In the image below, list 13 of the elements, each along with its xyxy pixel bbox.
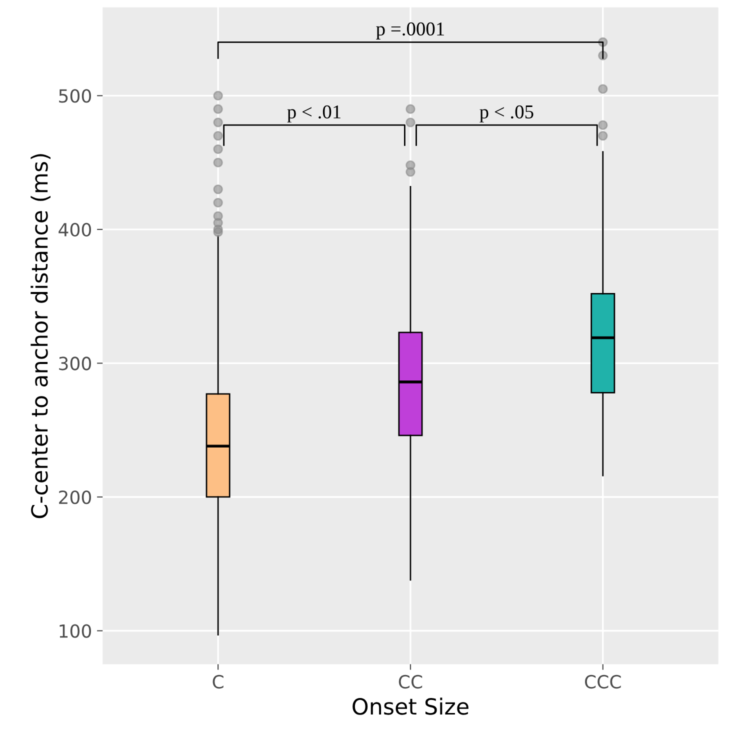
y-axis-title: C-center to anchor distance (ms) <box>30 154 50 518</box>
annotation: p < .05 <box>480 105 534 122</box>
x-axis-title: Onset Size <box>352 698 468 715</box>
y-tick-label: 400 <box>58 222 92 237</box>
y-tick-label: 500 <box>59 89 92 103</box>
y-tick-label: 100 <box>60 624 92 638</box>
y-tick-label: 200 <box>59 490 92 504</box>
y-tick-label: 300 <box>59 356 92 370</box>
x-tick-label: C <box>212 674 224 689</box>
annotation: p < .01 <box>287 105 340 122</box>
x-tick-label: CCC <box>584 674 621 689</box>
x-tick-label: CC <box>398 674 422 689</box>
annotation: p =.0001 <box>376 22 444 40</box>
